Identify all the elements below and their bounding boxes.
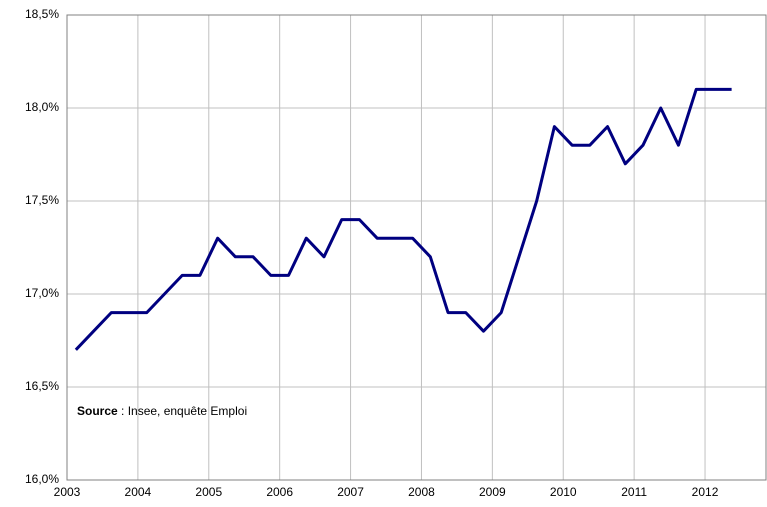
plot-frame [66, 14, 767, 481]
x-tick-label: 2007 [337, 485, 364, 499]
x-tick-label: 2004 [125, 485, 152, 499]
y-tick-label: 16,5% [25, 379, 59, 393]
y-tick-label: 18,5% [25, 7, 59, 21]
y-tick-label: 16,0% [25, 472, 59, 486]
x-tick-label: 2009 [479, 485, 506, 499]
x-tick-label: 2008 [408, 485, 435, 499]
y-tick-label: 17,5% [25, 193, 59, 207]
x-tick-label: 2012 [692, 485, 719, 499]
x-tick-label: 2005 [195, 485, 222, 499]
y-tick-label: 18,0% [25, 100, 59, 114]
source-note: Source : Insee, enquête Emploi [77, 404, 247, 418]
x-tick-label: 2011 [621, 485, 647, 499]
y-tick-label: 17,0% [25, 286, 59, 300]
source-label: Source [77, 404, 118, 418]
x-tick-label: 2003 [54, 485, 81, 499]
source-text: : Insee, enquête Emploi [118, 404, 247, 418]
x-tick-label: 2010 [550, 485, 577, 499]
x-tick-label: 2006 [266, 485, 293, 499]
data-line [74, 87, 732, 351]
